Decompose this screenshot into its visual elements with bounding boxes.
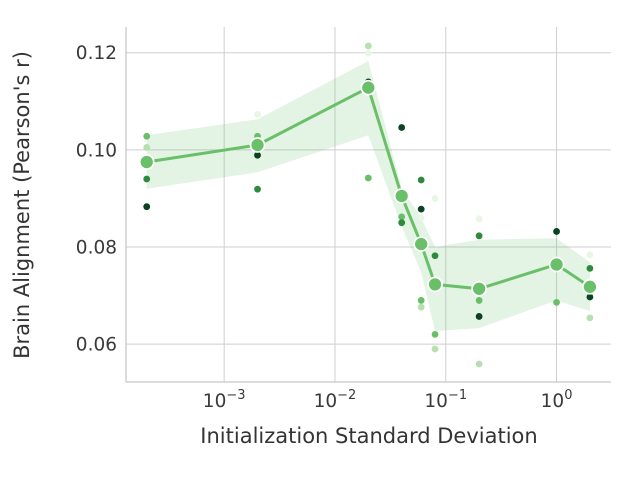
y-tick-label: 0.10: [76, 140, 117, 161]
scatter-point: [254, 185, 261, 193]
scatter-point: [475, 215, 483, 223]
mean-marker: [249, 137, 266, 153]
scatter-point: [475, 360, 483, 368]
scatter-point: [475, 297, 483, 304]
scatter-point: [553, 298, 560, 306]
scatter-point: [417, 176, 425, 184]
scatter-point: [431, 252, 439, 260]
scatter-point: [143, 132, 151, 140]
scatter-point: [586, 314, 594, 322]
scatter-point: [417, 214, 425, 222]
y-tick-label: 0.08: [76, 237, 117, 258]
x-tick-label: 100: [541, 388, 573, 412]
mean-marker: [427, 276, 443, 293]
scatter-point: [143, 175, 151, 183]
mean-marker: [138, 154, 155, 170]
x-axis-label: Initialization Standard Deviation: [200, 424, 538, 448]
scatter-point: [254, 151, 261, 159]
scatter-point: [364, 174, 372, 182]
mean-marker: [548, 256, 565, 273]
scatter-point: [475, 313, 483, 320]
scatter-point: [586, 251, 594, 259]
x-tick-label: 10−3: [203, 388, 246, 412]
scatter-point: [417, 297, 425, 304]
scatter-point: [254, 111, 261, 118]
x-tick-label: 10−2: [314, 388, 357, 412]
scatter-point: [398, 124, 406, 131]
scatter-point: [431, 331, 439, 338]
scatter-point: [431, 345, 439, 353]
y-tick-label: 0.06: [76, 335, 117, 356]
scatter-point: [586, 293, 594, 301]
scatter-point: [417, 205, 425, 213]
scatter-point: [398, 219, 406, 227]
scatter-point: [398, 213, 406, 221]
mean-marker: [471, 280, 487, 297]
scatter-point: [364, 49, 372, 57]
mean-marker: [360, 79, 377, 96]
mean-marker: [393, 188, 410, 204]
x-tick-label: 10−1: [424, 388, 467, 412]
scatter-point: [586, 264, 594, 272]
confidence-band: [146, 60, 590, 332]
scatter-point: [553, 228, 560, 235]
scatter-point: [143, 144, 151, 151]
y-tick-label: 0.12: [76, 43, 117, 64]
mean-marker: [413, 236, 430, 252]
scatter-point: [431, 195, 439, 202]
mean-marker: [582, 278, 598, 295]
scatter-point: [417, 303, 425, 311]
scatter-point: [364, 42, 372, 50]
scatter-point: [475, 232, 483, 240]
scatter-point: [143, 203, 151, 211]
